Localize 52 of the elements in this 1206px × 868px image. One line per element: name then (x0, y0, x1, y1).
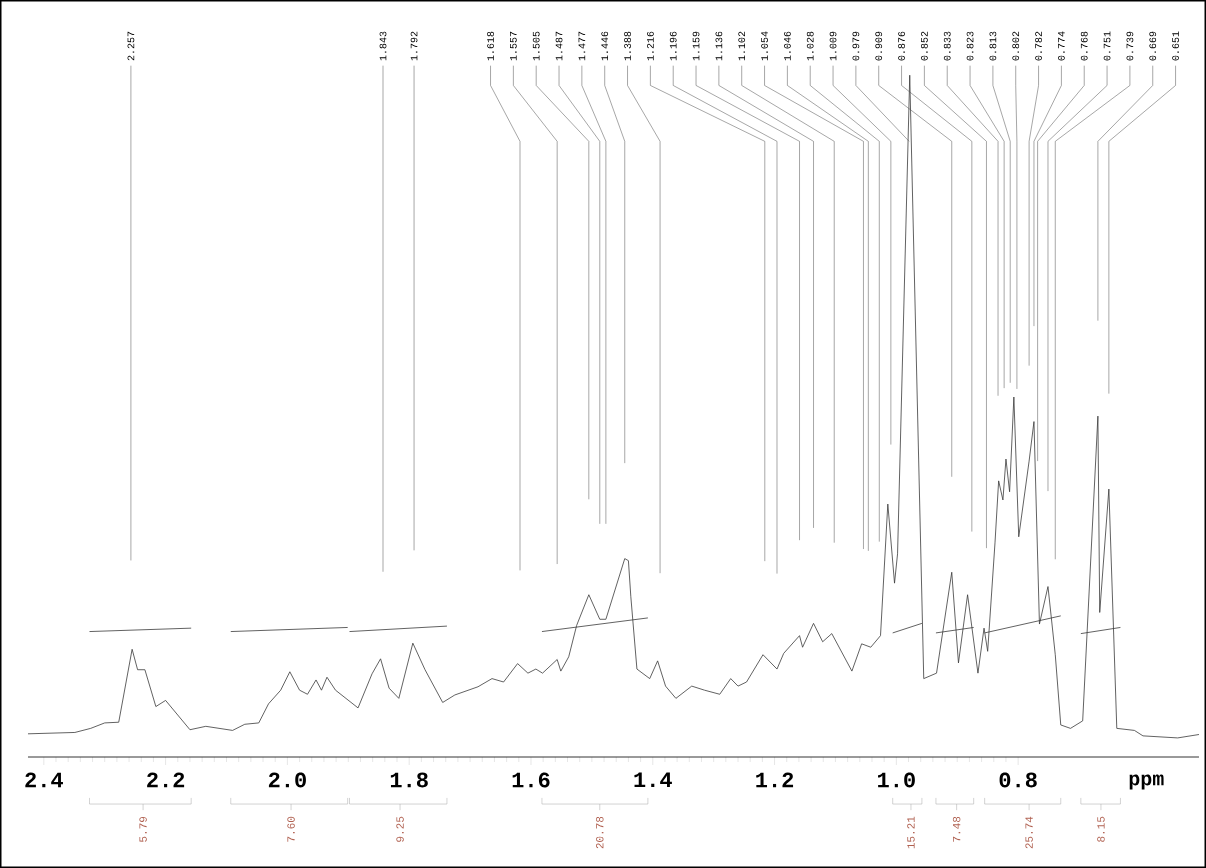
annotation: 1.196 (669, 31, 677, 61)
x-tick-label: 0.8 (999, 772, 1037, 788)
annotation: 1.843 (379, 31, 387, 61)
annotation: 1.009 (829, 31, 837, 61)
annotation: 1.487 (555, 31, 563, 61)
annotation: 0.852 (921, 31, 928, 61)
x-tick-label: 1.2 (756, 772, 794, 788)
annotation: 8.15 (1097, 816, 1105, 842)
annotation: 1.054 (761, 31, 768, 61)
annotation: 1.028 (806, 31, 814, 61)
x-tick-label: 2.0 (268, 772, 306, 788)
annotation: 1.477 (578, 31, 586, 61)
annotation: 0.739 (1126, 31, 1134, 61)
annotation: 1.046 (783, 31, 791, 61)
x-tick-label: 1.4 (634, 772, 672, 788)
annotation: 2.257 (127, 31, 135, 61)
annotation: 1.102 (738, 31, 746, 61)
annotation: 0.802 (1012, 31, 1020, 61)
annotation: 1.136 (715, 31, 723, 61)
x-tick-label: 1.0 (878, 772, 915, 788)
annotation: 0.823 (966, 31, 974, 61)
annotation: 0.909 (875, 31, 883, 61)
annotation: 25.74 (1025, 816, 1033, 849)
annotation: 0.669 (1149, 31, 1157, 61)
x-tick-label: 1.8 (390, 772, 428, 788)
annotation: 0.833 (943, 31, 951, 61)
annotation: 0.768 (1080, 31, 1088, 61)
annotation: 7.48 (952, 816, 961, 842)
x-tick-label: 1.6 (512, 772, 550, 788)
annotation: 0.651 (1172, 31, 1179, 61)
annotation: 1.792 (410, 31, 418, 61)
annotation: 0.876 (898, 31, 905, 61)
annotation: 0.979 (852, 31, 860, 61)
x-tick-label: 2.2 (147, 772, 185, 788)
annotation: 0.813 (989, 31, 997, 61)
annotation: 20.78 (596, 816, 604, 849)
annotation: 1.446 (601, 31, 609, 61)
annotation: 1.505 (532, 31, 540, 61)
x-axis-title: ppm (1129, 774, 1164, 790)
annotation: 0.774 (1058, 31, 1065, 61)
annotation: 5.79 (139, 816, 147, 842)
annotation: 1.216 (646, 31, 654, 61)
annotation: 7.60 (287, 816, 295, 842)
annotation: 0.751 (1103, 31, 1111, 61)
annotation: 1.159 (692, 31, 700, 61)
annotation: 1.618 (487, 31, 494, 61)
annotation: 9.25 (396, 816, 404, 842)
annotation: 1.557 (510, 31, 517, 61)
annotation: 15.21 (907, 816, 915, 849)
annotation: 0.782 (1035, 31, 1042, 61)
annotation: 1.388 (624, 31, 631, 61)
x-tick-label: 2.4 (25, 772, 63, 788)
